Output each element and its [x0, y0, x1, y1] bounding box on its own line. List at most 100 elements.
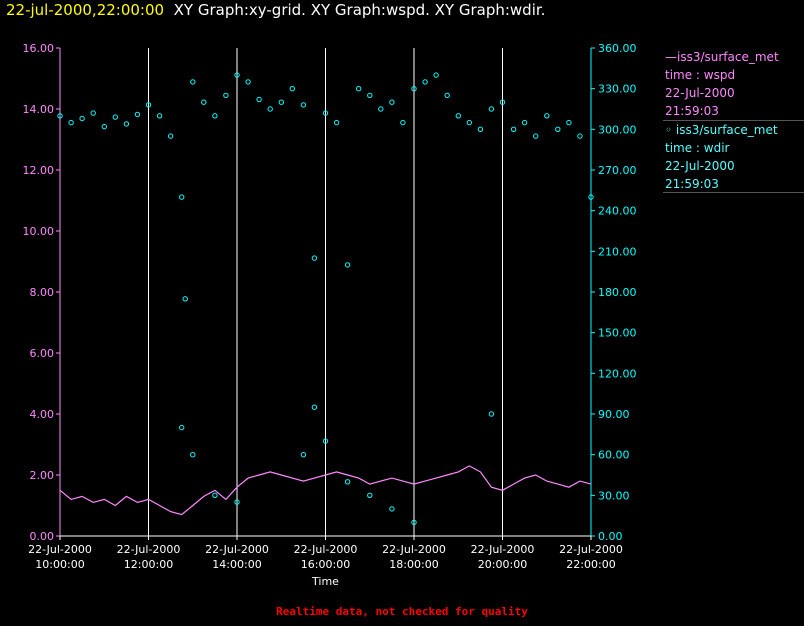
wdir-point	[389, 506, 395, 512]
legend-wspd-date: 22-Jul-2000	[665, 86, 735, 100]
y-right-tick-label: 240.00	[598, 205, 637, 218]
x-tick-label-time: 10:00:00	[35, 558, 84, 571]
wdir-point	[344, 479, 351, 485]
wdir-point	[555, 126, 561, 133]
wdir-point	[101, 123, 108, 130]
title-timestamp: 22-jul-2000,22:00:00	[6, 1, 165, 19]
wdir-point	[488, 106, 495, 112]
y-left-tick-label: 14.00	[23, 103, 55, 116]
wdir-point	[134, 111, 141, 118]
y-right-tick-label: 300.00	[598, 123, 637, 136]
wdir-point	[190, 452, 196, 458]
legend-wdir-date: 22-Jul-2000	[665, 159, 735, 173]
wdir-point	[466, 119, 472, 126]
wdir-point	[201, 99, 207, 105]
x-tick-label-time: 18:00:00	[389, 558, 438, 571]
legend-wspd-source: —iss3/surface_met	[665, 50, 779, 64]
y-left-tick-label: 16.00	[23, 42, 55, 55]
legend-wspd-time: 21:59:03	[665, 104, 719, 118]
wdir-point	[455, 113, 461, 119]
y-left-tick-label: 10.00	[23, 225, 55, 238]
wdir-point	[322, 438, 329, 444]
x-tick-label-time: 16:00:00	[301, 558, 350, 571]
wdir-point	[499, 99, 506, 105]
legend-wspd: —iss3/surface_met time : wspd 22-Jul-200…	[665, 48, 779, 120]
wdir-point	[212, 492, 218, 498]
y-left-tick-label: 0.00	[30, 530, 55, 543]
wdir-point	[223, 92, 229, 99]
x-tick-label-time: 12:00:00	[124, 558, 173, 571]
wdir-point	[300, 102, 307, 108]
wdir-point	[267, 106, 273, 112]
wdir-point	[411, 86, 417, 92]
y-left-tick-label: 12.00	[23, 164, 55, 177]
y-left-tick-label: 4.00	[30, 408, 55, 421]
wdir-point	[477, 126, 484, 133]
y-right-tick-label: 120.00	[598, 367, 637, 380]
wdir-point	[57, 113, 63, 119]
y-right-tick-label: 210.00	[598, 245, 637, 258]
legend-divider	[663, 192, 804, 193]
quality-note: Realtime data, not checked for quality	[276, 605, 528, 618]
x-tick-label-date: 22-Jul-2000	[382, 543, 446, 556]
wdir-point	[322, 110, 329, 116]
wdir-point	[311, 255, 318, 261]
wdir-point	[411, 519, 417, 526]
wdir-point	[378, 106, 384, 112]
wdir-point	[367, 492, 373, 498]
x-tick-label-date: 22-Jul-2000	[205, 543, 269, 556]
y-right-tick-label: 180.00	[598, 286, 637, 299]
x-tick-label-time: 14:00:00	[212, 558, 261, 571]
x-tick-label-time: 22:00:00	[566, 558, 615, 571]
wdir-point	[566, 119, 572, 126]
legend-wdir-variable: time : wdir	[665, 141, 730, 155]
wdir-point	[433, 72, 439, 78]
wdir-point	[344, 262, 351, 268]
y-right-tick-label: 270.00	[598, 164, 637, 177]
x-tick-label-date: 22-Jul-2000	[28, 543, 92, 556]
y-left-tick-label: 6.00	[30, 347, 55, 360]
wdir-point	[400, 119, 406, 126]
wdir-point	[79, 115, 85, 122]
y-right-tick-label: 150.00	[598, 327, 637, 340]
y-left-tick-label: 8.00	[30, 286, 55, 299]
x-tick-label-date: 22-Jul-2000	[559, 543, 623, 556]
wdir-point	[389, 99, 395, 105]
y-left-tick-label: 2.00	[30, 469, 55, 482]
x-tick-label-date: 22-Jul-2000	[294, 543, 358, 556]
wdir-point	[367, 92, 373, 99]
wdir-point	[521, 119, 528, 126]
wdir-point	[510, 126, 517, 133]
wdir-point	[245, 79, 251, 85]
wdir-point	[167, 133, 174, 139]
wdir-point	[577, 133, 583, 139]
wdir-point	[333, 119, 340, 126]
wdir-point	[179, 424, 185, 431]
wdir-point	[190, 79, 196, 85]
wdir-point	[90, 110, 96, 116]
legend-wdir: ◦ iss3/surface_met time : wdir 22-Jul-20…	[665, 121, 778, 193]
wdir-point	[588, 194, 594, 200]
wdir-point	[145, 102, 152, 108]
wdir-point	[234, 499, 240, 505]
wdir-point	[212, 113, 218, 119]
y-right-tick-label: 60.00	[598, 449, 630, 462]
x-tick-label-date: 22-Jul-2000	[117, 543, 181, 556]
wdir-point	[182, 296, 188, 302]
wdir-point	[123, 121, 130, 127]
wdir-point	[68, 119, 74, 126]
legend-wdir-time: 21:59:03	[665, 177, 719, 191]
wdir-point	[112, 114, 119, 120]
y-right-tick-label: 0.00	[598, 530, 623, 543]
legend-divider	[663, 120, 804, 121]
y-right-tick-label: 360.00	[598, 42, 637, 55]
wdir-point	[422, 79, 428, 85]
wdir-point	[544, 113, 550, 119]
x-tick-label-time: 20:00:00	[478, 558, 527, 571]
wdir-point	[278, 99, 284, 105]
x-axis-label: Time	[311, 575, 339, 588]
wdir-point	[311, 404, 318, 410]
y-right-tick-label: 30.00	[598, 489, 630, 502]
x-tick-label-date: 22-Jul-2000	[471, 543, 535, 556]
